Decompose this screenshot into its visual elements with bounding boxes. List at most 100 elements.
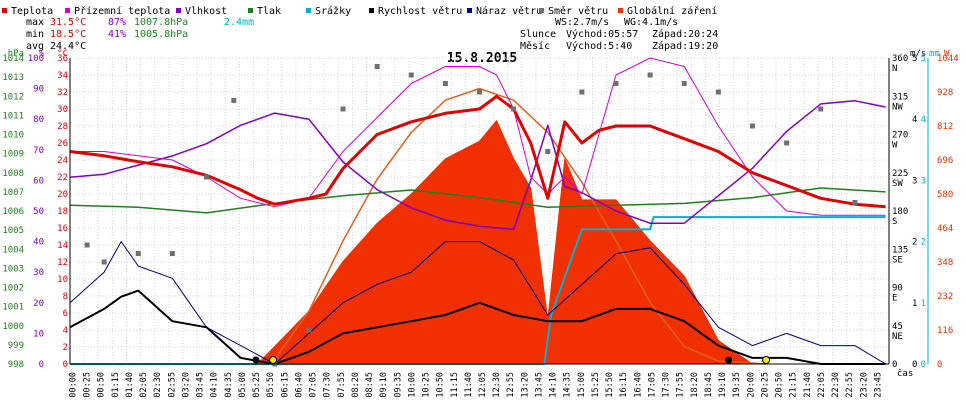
temp-axis-tick: 6 xyxy=(63,309,68,319)
x-axis-tick: 09:10 xyxy=(379,372,389,398)
wind-direction-point xyxy=(477,89,482,95)
wind-direction-point xyxy=(579,89,585,95)
hpa-axis-tick: 1001 xyxy=(2,303,24,313)
hpa-axis-tick: 1003 xyxy=(2,264,24,274)
rain-axis-label: mm xyxy=(929,49,940,59)
x-axis-tick: 17:30 xyxy=(662,372,672,398)
x-axis-tick: 02:55 xyxy=(167,372,177,398)
radiation-axis-tick: 348 xyxy=(937,258,953,268)
x-axis-tick: 22:05 xyxy=(817,372,827,398)
wind-direction-point xyxy=(613,81,619,86)
x-axis-tick: 08:45 xyxy=(365,372,375,398)
radiation-axis-tick: 580 xyxy=(937,190,953,200)
hpa-axis-tick: 1007 xyxy=(2,188,24,198)
rain-axis-tick: 1 xyxy=(921,299,926,309)
x-axis-tick: 14:10 xyxy=(549,372,559,398)
wind-axis-label: m/s xyxy=(910,49,926,59)
x-axis-tick: 04:35 xyxy=(224,372,234,398)
wind-axis-tick: 0 xyxy=(912,360,917,370)
legend-swatch xyxy=(539,8,544,13)
wind-direction-point xyxy=(818,106,824,112)
temp-axis-tick: 32 xyxy=(57,88,68,98)
series-temperature xyxy=(69,94,886,209)
hpa-axis-tick: 1009 xyxy=(2,150,24,160)
pct-axis-tick: 20 xyxy=(33,299,44,309)
direction-tick: 45 xyxy=(892,322,903,332)
legend-entry: Náraz větru xyxy=(476,5,542,17)
temp-axis-tick: 14 xyxy=(57,241,68,251)
temp-axis-tick: 26 xyxy=(57,139,68,149)
direction-compass: SE xyxy=(892,255,903,265)
direction-compass: W xyxy=(892,141,898,151)
wind-direction-point xyxy=(374,64,380,69)
legend-entry: Globální záření xyxy=(627,5,717,17)
x-axis-tick: 15:00 xyxy=(577,372,587,398)
x-axis-tick: 07:05 xyxy=(309,372,319,398)
wind-direction-point xyxy=(442,81,448,86)
direction-compass: NW xyxy=(892,102,903,112)
x-axis-tick: 01:15 xyxy=(111,372,121,398)
x-axis-tick: 12:30 xyxy=(492,372,502,398)
legend-swatch xyxy=(2,8,7,13)
wind-direction-point xyxy=(715,89,721,95)
wind-direction-point xyxy=(408,72,414,78)
moonrise-marker xyxy=(252,356,260,364)
x-axis-tick: 22:55 xyxy=(845,372,855,398)
wind-direction-point xyxy=(169,251,175,256)
x-axis-tick: 21:40 xyxy=(803,372,813,398)
stat-min-temp: 18.5°C xyxy=(50,29,86,40)
x-axis-tick: 20:50 xyxy=(775,372,785,398)
legend-entry: Rychlost větru xyxy=(378,5,462,17)
hpa-axis-tick: 1008 xyxy=(2,169,24,179)
wind-direction-point xyxy=(84,242,90,248)
sunrise-marker xyxy=(269,356,278,364)
plot-area xyxy=(69,57,887,367)
temp-axis-tick: 16 xyxy=(57,224,68,234)
legend-swatch xyxy=(618,8,623,13)
sunset-marker xyxy=(762,356,771,364)
stat-avg-label: avg xyxy=(26,41,44,52)
direction-tick: 0 xyxy=(892,360,897,370)
hpa-axis-tick: 999 xyxy=(8,341,24,351)
x-axis-tick: 23:45 xyxy=(873,372,883,398)
rain-axis-tick: 3 xyxy=(921,176,926,186)
wind-direction-point xyxy=(135,251,141,256)
x-axis-tick: 03:20 xyxy=(181,372,191,398)
info-moon-set: Západ:19:20 xyxy=(652,40,718,52)
pct-axis-tick: 30 xyxy=(33,268,44,278)
info-sun-label: Slunce xyxy=(520,29,556,40)
hpa-axis-tick: 1010 xyxy=(2,131,24,141)
legend-swatch xyxy=(467,8,472,13)
direction-compass: SW xyxy=(892,179,903,189)
pct-axis-tick: 90 xyxy=(33,85,44,95)
x-axis-tick: 13:45 xyxy=(534,372,544,398)
x-axis-tick: 05:00 xyxy=(238,372,248,398)
direction-compass: E xyxy=(892,294,897,304)
x-axis-tick: 18:20 xyxy=(690,372,700,398)
wind-direction-point xyxy=(101,259,107,265)
x-axis-tick: 05:50 xyxy=(266,372,276,398)
x-axis-tick: 17:55 xyxy=(676,372,686,398)
series-radiation-theoretical xyxy=(270,87,767,365)
legend-swatch xyxy=(369,8,374,13)
x-axis-tick: 11:40 xyxy=(464,372,474,398)
series-wind-gust xyxy=(69,241,886,365)
direction-tick: 315 xyxy=(892,92,908,102)
info-sun-rise: Východ:05:57 xyxy=(566,28,638,40)
legend-entry: Teplota xyxy=(11,6,53,17)
x-axis-tick: 23:20 xyxy=(859,372,869,398)
legend: Teplota Přízemní teplota Vlhkost Tlak Srážky… xyxy=(2,5,717,17)
x-axis-tick: 01:40 xyxy=(125,372,135,398)
x-axis-tick: 07:30 xyxy=(323,372,333,398)
pct-axis-tick: 40 xyxy=(33,238,44,248)
radiation-axis-tick: 696 xyxy=(937,156,953,166)
legend-entry: Vlhkost xyxy=(185,6,227,17)
x-axis-tick: 05:25 xyxy=(252,372,262,398)
x-axis-tick: 21:15 xyxy=(789,372,799,398)
x-axis-tick: 00:50 xyxy=(97,372,107,398)
radiation-axis-tick: 812 xyxy=(937,122,953,132)
x-axis-tick: 12:05 xyxy=(478,372,488,398)
x-axis-tick: 22:30 xyxy=(831,372,841,398)
legend-swatch xyxy=(176,8,181,13)
